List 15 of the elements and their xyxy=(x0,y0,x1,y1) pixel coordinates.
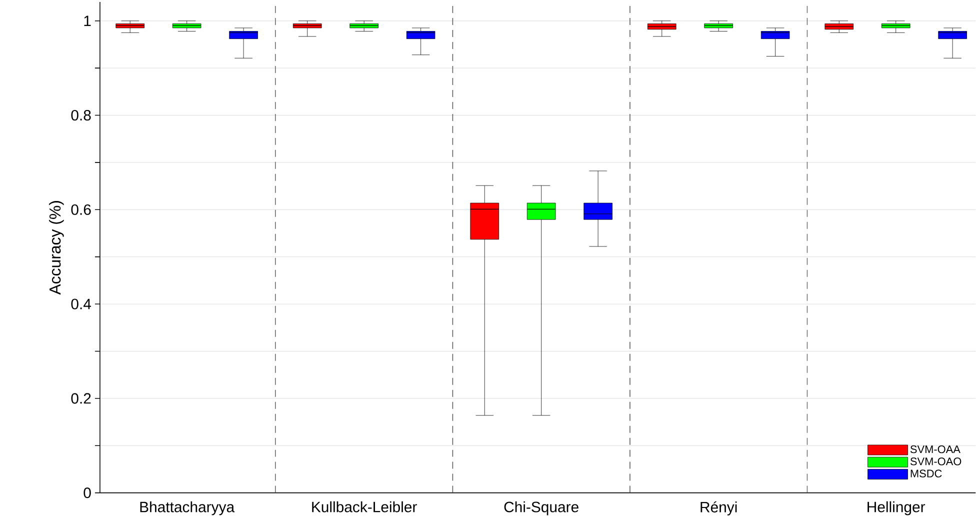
legend-label: SVM-OAA xyxy=(910,446,960,454)
x-tick-label: Chi-Square xyxy=(504,501,578,516)
x-tick-label: Kullback-Leibler xyxy=(312,501,417,512)
x-tick-label: Rényi xyxy=(700,501,737,516)
x-tick-label: Hellinger xyxy=(868,501,926,516)
y-tick-label: 0.4 xyxy=(71,298,92,310)
y-tick-label: 0 xyxy=(84,488,91,498)
y-axis-title: Accuracy (%) xyxy=(48,201,64,295)
y-tick-label: 0.2 xyxy=(71,393,91,404)
y-tick-label: 0.8 xyxy=(71,110,91,121)
y-tick-label: 0.6 xyxy=(71,204,91,216)
legend-label: MSDC xyxy=(910,470,942,478)
legend-label: SVM-OAO xyxy=(910,458,962,466)
y-tick-label: 1 xyxy=(84,16,91,26)
x-tick-label: Bhattacharyya xyxy=(140,501,235,516)
